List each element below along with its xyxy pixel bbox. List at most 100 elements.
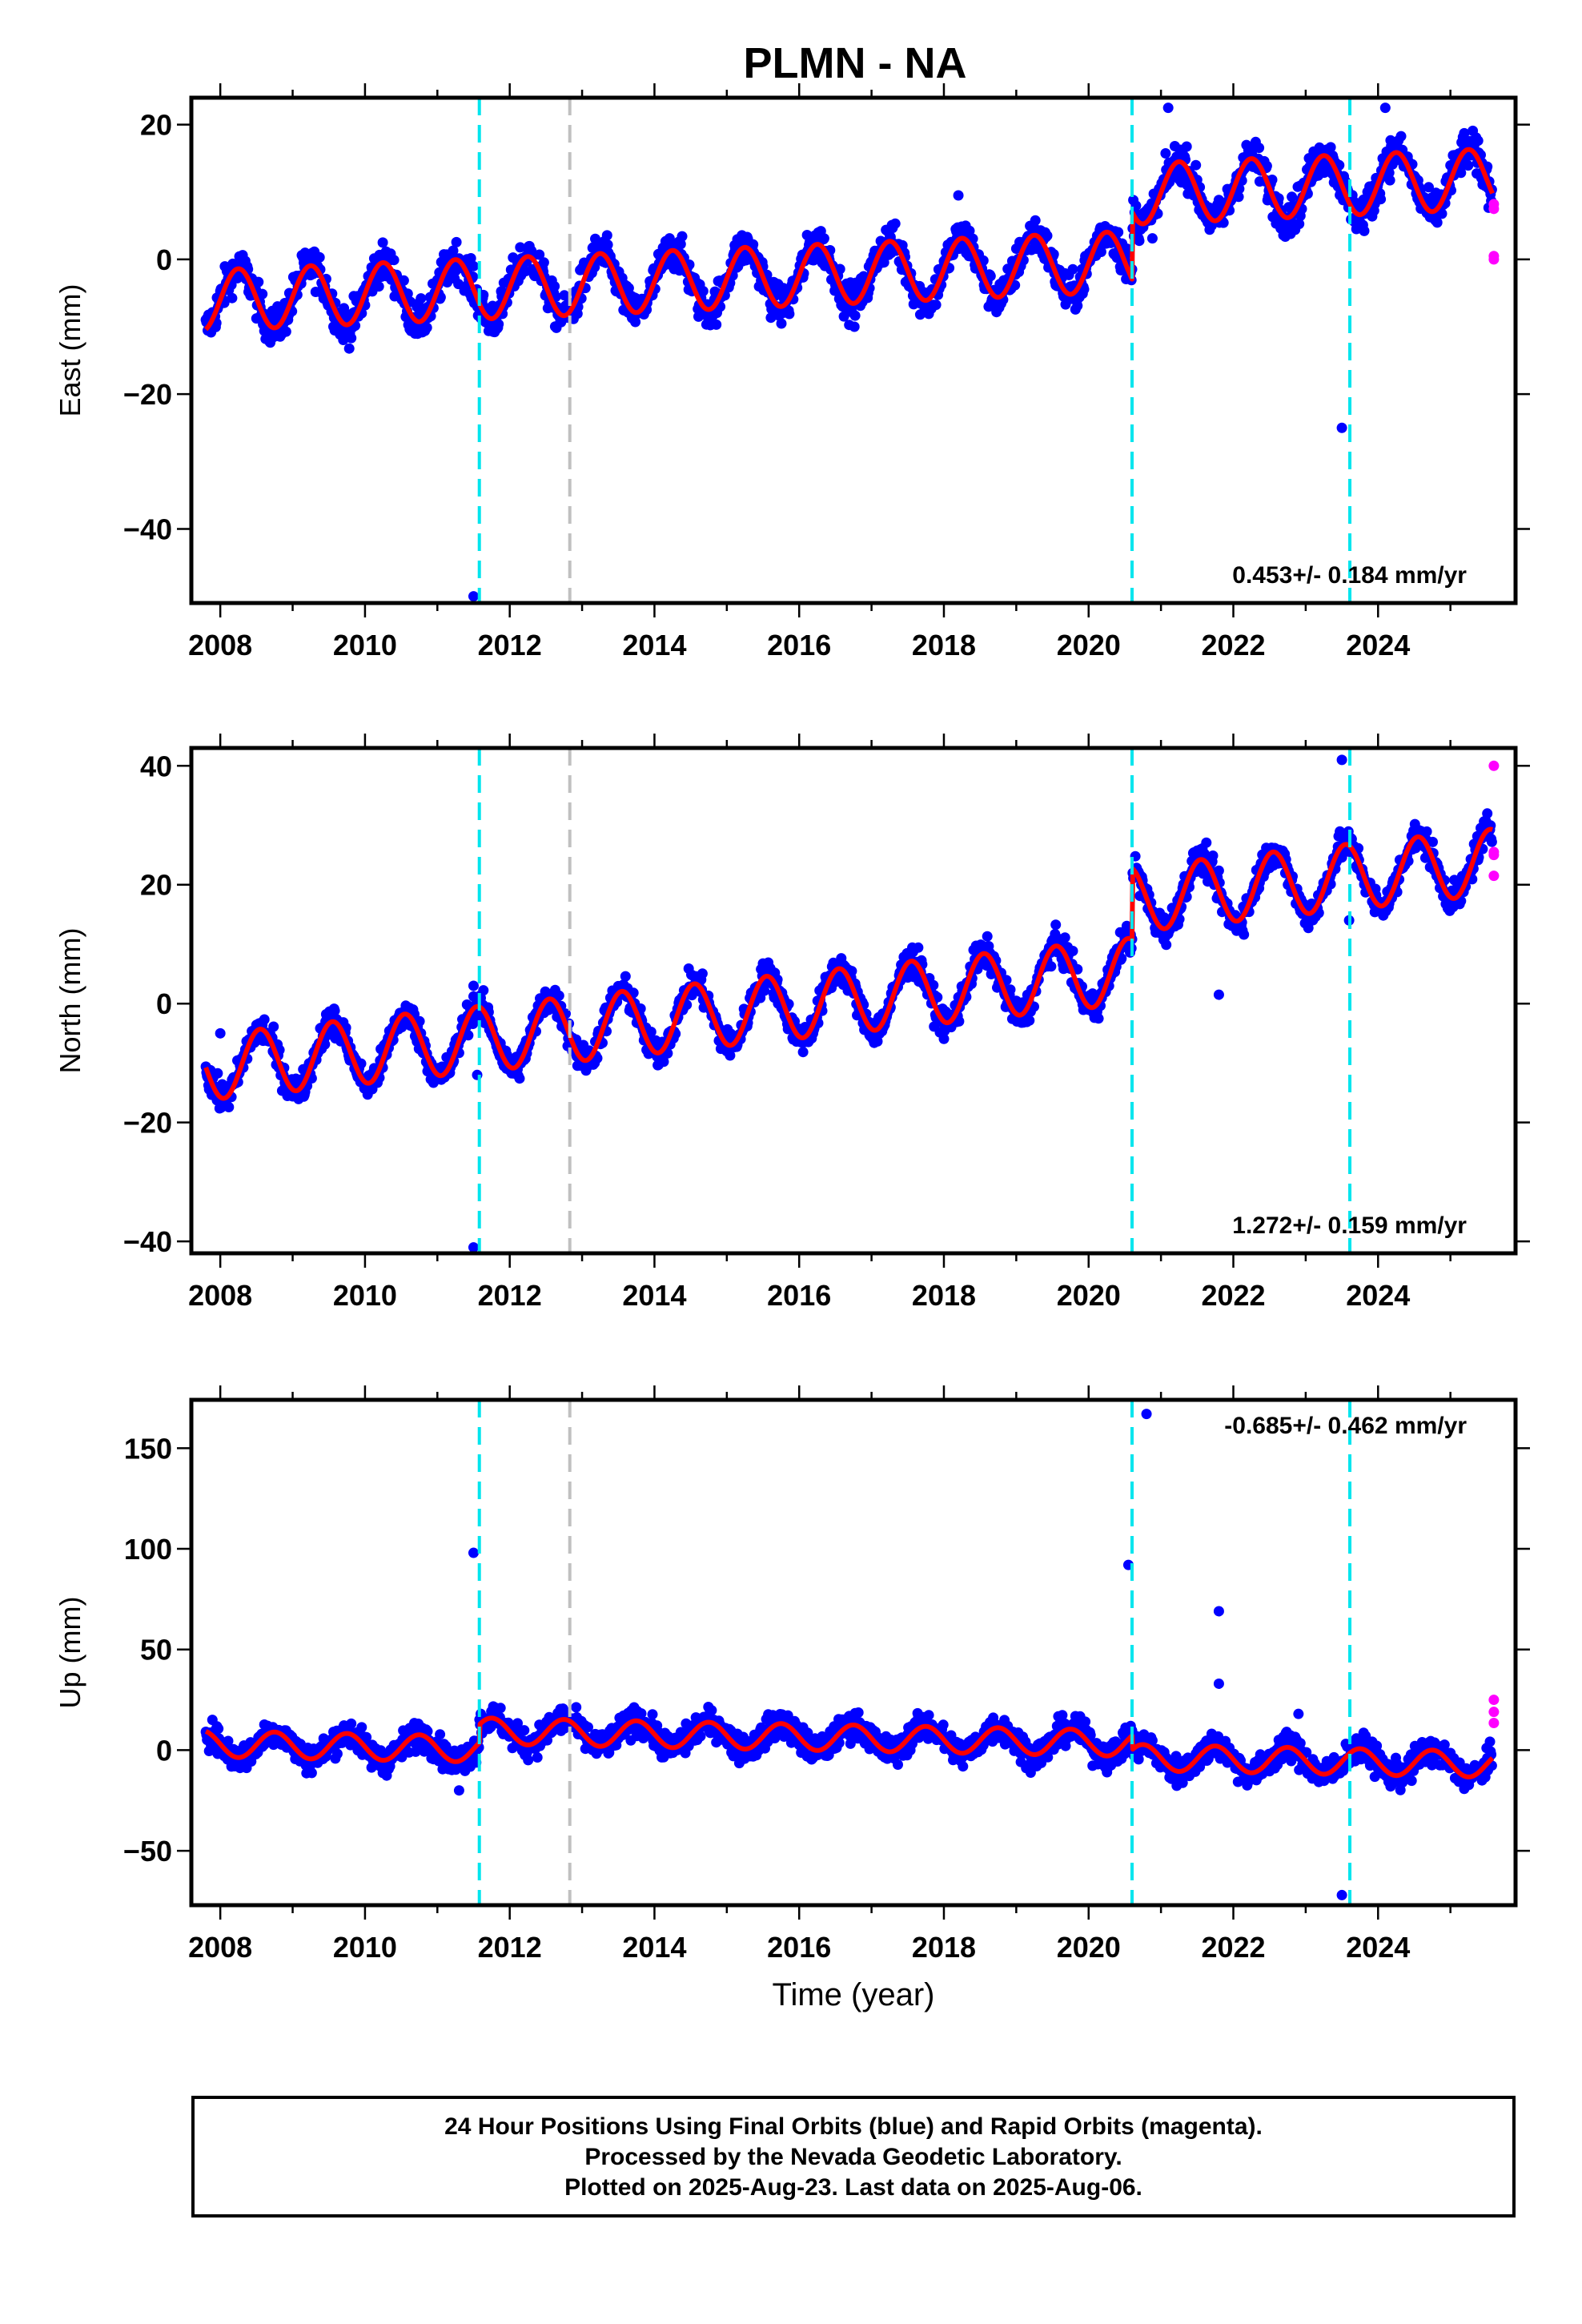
data-point — [306, 1767, 317, 1779]
data-point — [213, 1723, 224, 1735]
velocity-label: 1.272+/- 0.159 mm/yr — [1232, 1212, 1467, 1239]
y-axis-label: East (mm) — [54, 284, 86, 417]
data-point — [1261, 160, 1272, 171]
y-axis: 200−20−40 — [123, 109, 1530, 545]
data-point — [451, 236, 462, 247]
panel-east: 2008 2010 2012 2014 2016 2018 2020 2022 2024200−… — [54, 83, 1530, 661]
data-point — [1146, 233, 1158, 244]
data-point — [725, 1050, 736, 1061]
data-point — [538, 257, 549, 268]
data-point — [1421, 826, 1432, 837]
data-point — [465, 253, 476, 263]
x-tick-label: 2020 — [1057, 1279, 1121, 1312]
data-point — [1059, 932, 1070, 943]
rapid-point — [1488, 203, 1500, 215]
data-point — [1359, 225, 1370, 236]
outlier-point — [468, 1242, 479, 1253]
data-point — [268, 1021, 279, 1032]
data-point — [776, 318, 787, 329]
data-point — [1072, 300, 1083, 312]
data-point — [257, 288, 268, 300]
data-point — [553, 990, 564, 1001]
x-tick-label: 2020 — [1057, 629, 1121, 661]
data-point — [319, 1039, 331, 1050]
data-point — [658, 1056, 669, 1068]
data-point — [645, 1027, 656, 1037]
data-point — [1482, 808, 1493, 819]
data-point — [697, 968, 708, 979]
data-point — [331, 1748, 343, 1759]
model-curve — [203, 826, 1495, 1101]
data-point — [604, 1747, 615, 1759]
data-point — [697, 286, 709, 296]
data-point — [982, 931, 993, 942]
data-point — [706, 1705, 717, 1716]
data-point — [630, 316, 641, 328]
data-point — [435, 1729, 446, 1740]
x-axis: 2008 2010 2012 2014 2016 2018 2020 2022 2024 — [188, 734, 1452, 1312]
data-points-final — [200, 1409, 1497, 1900]
data-point — [377, 237, 388, 248]
chart-title: PLMN - NA — [744, 39, 967, 87]
data-point — [1459, 127, 1470, 139]
data-point — [1325, 142, 1336, 153]
data-point — [1456, 167, 1467, 179]
data-point — [534, 249, 545, 260]
data-point — [602, 239, 613, 251]
data-point — [356, 1722, 367, 1733]
data-point — [1486, 836, 1497, 847]
y-tick-label: 0 — [156, 243, 172, 276]
rapid-point — [1488, 760, 1500, 771]
data-point — [1423, 182, 1434, 193]
data-point — [938, 1033, 950, 1044]
data-point — [253, 276, 264, 287]
data-point — [636, 1708, 647, 1719]
data-point — [1093, 1013, 1104, 1024]
data-point — [448, 245, 459, 256]
data-point — [1463, 160, 1474, 171]
data-point — [1113, 227, 1124, 238]
plot-frame — [189, 95, 1518, 605]
data-point — [620, 971, 631, 982]
data-point — [416, 293, 427, 304]
data-point — [346, 1718, 357, 1729]
x-tick-label: 2014 — [622, 629, 686, 661]
data-point — [223, 1102, 235, 1112]
data-point — [1431, 217, 1443, 228]
outlier-point — [1379, 103, 1391, 114]
outlier-point — [1336, 754, 1347, 766]
data-points-final — [200, 754, 1497, 1253]
data-point — [1213, 865, 1224, 876]
data-point — [227, 292, 238, 304]
data-point — [1161, 939, 1172, 951]
data-point — [1005, 984, 1016, 995]
data-point — [592, 1052, 603, 1063]
data-point — [1042, 230, 1053, 241]
x-tick-label: 2010 — [333, 629, 397, 661]
data-point — [784, 308, 795, 320]
data-point — [421, 322, 432, 333]
panel-north: 2008 2010 2012 2014 2016 2018 2020 2022 20244020… — [54, 734, 1530, 1312]
data-point — [675, 239, 686, 250]
data-point — [1239, 929, 1250, 940]
data-point — [1395, 131, 1407, 142]
data-point — [523, 1755, 534, 1766]
data-point — [711, 319, 722, 330]
data-point — [1160, 148, 1171, 159]
data-point — [954, 1015, 965, 1027]
data-point — [664, 233, 675, 244]
x-tick-label: 2016 — [767, 1279, 831, 1312]
x-tick-label: 2018 — [912, 629, 976, 661]
data-point — [818, 233, 829, 244]
panel-up: 2008 2010 2012 2014 2016 2018 2020 2022 20241501… — [54, 1385, 1530, 1964]
data-point — [549, 281, 560, 292]
data-point — [338, 335, 349, 345]
outlier-point — [215, 1027, 226, 1039]
data-point — [314, 251, 325, 263]
y-tick-label: 0 — [156, 987, 172, 1020]
data-point — [493, 319, 504, 330]
data-point — [259, 1014, 270, 1025]
data-point — [846, 966, 857, 977]
data-point — [532, 1752, 543, 1763]
outlier-point — [468, 980, 479, 991]
